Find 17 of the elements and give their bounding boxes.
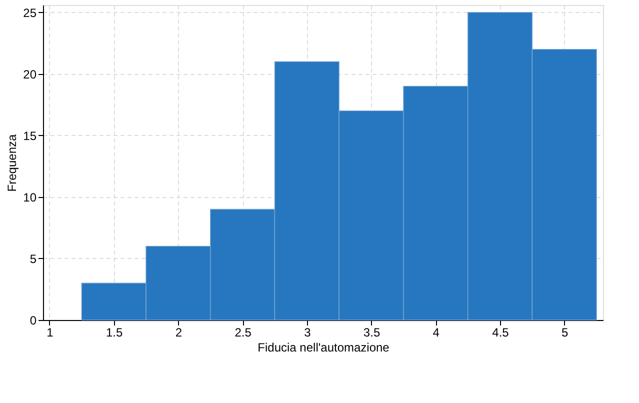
- x-tick-label: 4: [432, 326, 440, 340]
- x-tick-label: 2: [175, 326, 182, 340]
- y-tick-label: 0: [30, 314, 37, 328]
- x-axis-title: Fiducia nell'automazione: [258, 340, 390, 354]
- y-tick-label: 5: [30, 252, 37, 266]
- x-tick-label: 4.5: [492, 326, 510, 340]
- y-tick-label: 10: [23, 190, 37, 204]
- y-tick-label: 25: [23, 6, 37, 20]
- x-tick-label: 1: [46, 326, 54, 340]
- x-tick-label: 3: [304, 326, 312, 340]
- y-tick-label: 20: [23, 67, 37, 82]
- x-tick-label: 2.5: [234, 326, 252, 340]
- x-tick-label: 1.5: [106, 326, 123, 340]
- y-tick-label: 15: [23, 128, 37, 143]
- x-tick-label: 3.5: [363, 326, 380, 340]
- x-tick-label: 5: [562, 326, 569, 340]
- y-axis-title: Frequenza: [5, 134, 20, 192]
